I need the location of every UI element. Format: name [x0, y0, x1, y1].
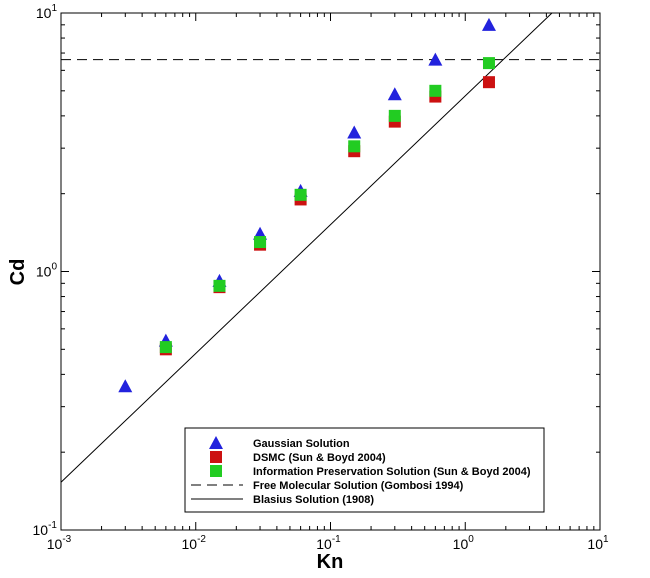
y-tick-label: 101	[36, 3, 58, 21]
x-tick-label: 10-3	[47, 534, 72, 552]
y-axis-title: Cd	[7, 259, 29, 286]
series-line	[60, 12, 553, 483]
data-point	[347, 125, 362, 139]
data-point	[429, 84, 442, 97]
y-ticks	[61, 12, 600, 531]
x-tick-label: 10-1	[316, 534, 341, 552]
legend-label: Gaussian Solution	[253, 438, 350, 450]
legend-label: Information Preservation Solution (Sun &…	[253, 466, 531, 478]
legend-label: Free Molecular Solution (Gombosi 1994)	[253, 480, 464, 492]
legend-label: Blasius Solution (1908)	[253, 494, 374, 506]
tick-labels: 10-3 10-2 10-1 100 101 10-1 100 101	[33, 3, 609, 552]
data-point	[213, 279, 226, 292]
x-tick-label: 100	[453, 534, 475, 552]
data-point	[254, 236, 267, 249]
x-tick-label: 10-2	[182, 534, 207, 552]
data-point	[387, 87, 402, 101]
x-ticks	[60, 13, 601, 530]
legend-symbol	[210, 451, 222, 463]
data-point	[482, 76, 495, 89]
legend: Gaussian Solution DSMC (Sun & Boyd 2004) I…	[184, 427, 545, 513]
data-point	[388, 109, 401, 122]
x-axis-title: Kn	[317, 551, 344, 573]
legend-box	[184, 427, 545, 513]
series-points	[118, 17, 496, 393]
data-point	[481, 17, 496, 31]
y-tick-label: 10-1	[33, 520, 58, 538]
data-point	[159, 341, 172, 354]
data-point	[118, 379, 133, 393]
data-point	[348, 140, 361, 153]
data-point	[482, 57, 495, 70]
legend-symbol	[210, 465, 222, 477]
data-point	[428, 52, 443, 66]
series-lines	[60, 12, 600, 483]
y-tick-label: 100	[36, 262, 58, 280]
legend-label: DSMC (Sun & Boyd 2004)	[253, 452, 386, 464]
data-point	[294, 188, 307, 201]
legend-entries: Gaussian Solution DSMC (Sun & Boyd 2004) I…	[191, 436, 531, 506]
legend-symbol	[209, 436, 223, 449]
x-tick-label: 101	[587, 534, 609, 552]
